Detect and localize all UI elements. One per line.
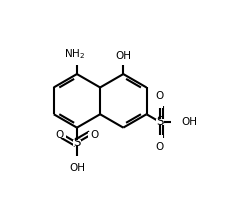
Bar <box>72 156 82 162</box>
Text: S: S <box>73 136 81 149</box>
Bar <box>171 119 180 125</box>
Text: OH: OH <box>115 51 131 61</box>
Text: S: S <box>156 115 163 128</box>
Bar <box>156 119 164 125</box>
Text: O: O <box>156 91 164 101</box>
Text: O: O <box>156 142 164 152</box>
Text: O: O <box>90 130 99 140</box>
Text: OH: OH <box>69 163 85 173</box>
Bar <box>73 140 81 146</box>
Text: O: O <box>55 130 63 140</box>
Bar <box>156 103 163 108</box>
Text: NH$_2$: NH$_2$ <box>64 47 85 61</box>
Bar <box>88 132 95 138</box>
Text: OH: OH <box>181 117 197 127</box>
Bar <box>156 135 163 141</box>
Bar <box>59 132 66 138</box>
